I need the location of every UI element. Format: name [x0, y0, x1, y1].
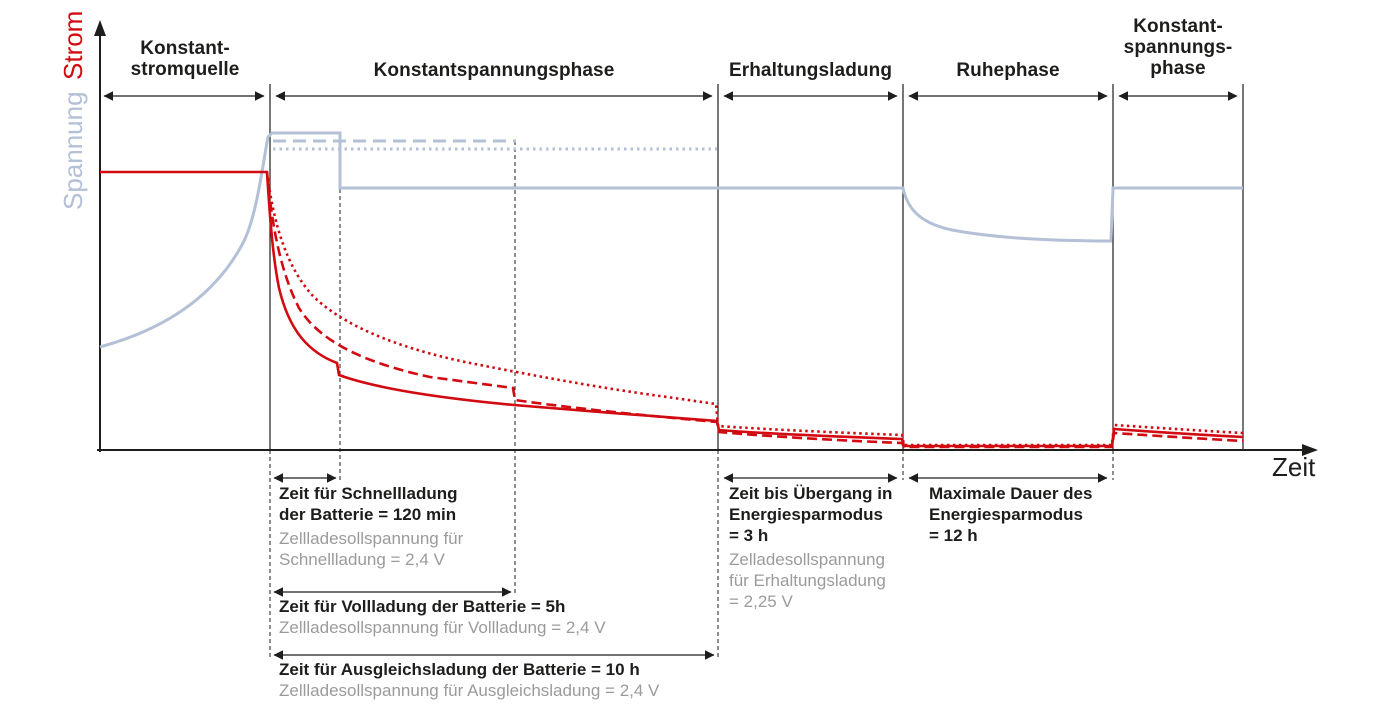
voltage-curve-schnellladung [99, 131, 1243, 349]
phase-label-line: Ruhephase [956, 60, 1060, 81]
annotation-ausgleichsladung: Zeit für Ausgleichsladung der Batterie =… [279, 659, 659, 701]
annotation-line: Zeit bis Übergang in [729, 484, 893, 503]
annotation-line: Energiesparmodus [729, 505, 883, 524]
x-axis-label-zeit: Zeit [1272, 452, 1316, 482]
y-axis-label-spannung: Spannung [58, 91, 88, 210]
annotation-vollladung: Zeit für Vollladung der Batterie = 5h Ze… [279, 596, 606, 638]
phase-label-line: Konstant- [1133, 16, 1223, 37]
current-curve-ausgleichsladung [265, 171, 1244, 447]
annotation-line: = 12 h [929, 526, 978, 545]
current-curve-schnellladung [100, 170, 1244, 448]
annotation-line: für Erhaltungsladung [729, 571, 886, 590]
annotation-line: Zelladesollspannung [729, 550, 885, 569]
annotation-line: Zellladesollspannung für Ausgleichsladun… [279, 681, 660, 700]
annotation-schnellladung: Zeit für Schnellladung der Batterie = 12… [279, 483, 463, 570]
y-axis-arrowhead-icon [94, 20, 106, 36]
annotation-max-energiesparmodus: Maximale Dauer des Energiesparmodus = 12… [929, 483, 1092, 546]
annotation-line: Schnellladung = 2,4 V [279, 550, 445, 569]
phase-label-konstantspannungsphase-2: Konstant- spannungs- phase [1108, 16, 1248, 79]
annotation-uebergang-energiesparmodus: Zeit bis Übergang in Energiesparmodus = … [729, 483, 892, 612]
phase-label-line: stromquelle [130, 59, 240, 80]
annotation-line: = 2,25 V [729, 592, 793, 611]
y-axis-label-strom: Strom [58, 11, 88, 80]
phase-label-line: Erhaltungsladung [728, 60, 893, 81]
annotation-line: Zeit für Schnellladung [279, 484, 458, 503]
phase-label-konstantstromquelle: Konstant- stromquelle [105, 38, 265, 80]
x-axis-arrowhead-icon [1302, 444, 1318, 456]
annotation-line: der Batterie = 120 min [279, 505, 457, 524]
phase-label-line: spannungs- [1123, 37, 1233, 58]
phase-label-line: Konstant- [140, 38, 230, 59]
annotation-line: Energiesparmodus [929, 505, 1083, 524]
annotation-line: = 3 h [729, 526, 769, 545]
phase-label-erhaltungsladung: Erhaltungsladung [718, 60, 903, 81]
annotation-line: Zellladesollspannung für Vollladung = 2,… [279, 618, 606, 637]
annotation-line: Zeit für Vollladung der Batterie = 5h [279, 597, 566, 616]
phase-label-konstantspannungsphase: Konstantspannungsphase [339, 60, 649, 81]
annotation-line: Maximale Dauer des [929, 484, 1093, 503]
phase-label-line: phase [1150, 58, 1206, 79]
annotation-line: Zeit für Ausgleichsladung der Batterie =… [279, 660, 640, 679]
annotation-line: Zellladesollspannung für [279, 529, 464, 548]
phase-label-ruhephase: Ruhephase [903, 60, 1113, 81]
phase-label-line: Konstantspannungsphase [373, 60, 615, 81]
current-curve-vollladung [265, 171, 1244, 449]
